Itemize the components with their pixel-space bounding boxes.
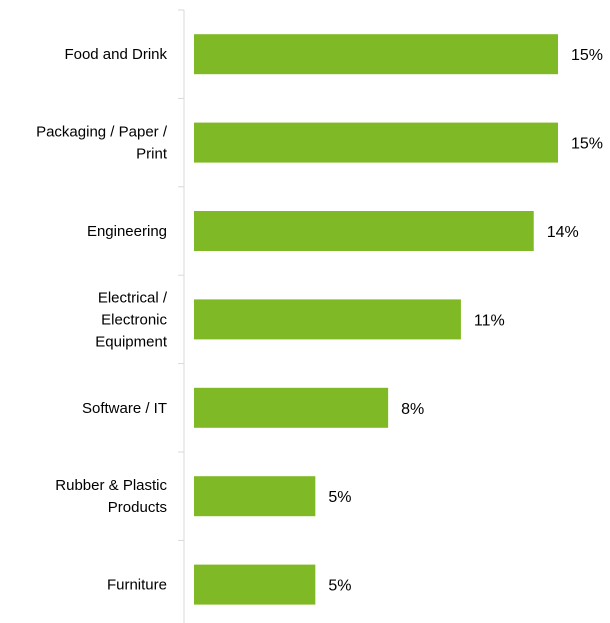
category-label-line: Engineering: [87, 223, 167, 240]
bar: [194, 122, 558, 163]
data-label: 5%: [328, 489, 351, 506]
data-label: 14%: [547, 224, 579, 241]
category-label: Electrical / Electronic Equipment: [95, 289, 168, 350]
category-label-line: Electrical /: [98, 289, 168, 306]
category-label-line: Electronic: [101, 311, 167, 328]
category-label-line: Print: [136, 146, 168, 163]
axis-ticks: [178, 9, 184, 541]
category-label-line: Equipment: [95, 333, 168, 350]
category-label: Rubber & Plastic Products: [55, 477, 167, 516]
category-label: Food and Drink: [64, 46, 167, 63]
data-label: 8%: [401, 401, 424, 418]
bar: [194, 299, 461, 340]
category-label-line: Food and Drink: [64, 46, 167, 63]
bar: [194, 564, 316, 605]
category-label: Furniture: [107, 577, 167, 594]
bar: [194, 211, 534, 251]
category-label: Software / IT: [82, 400, 167, 417]
data-label: 15%: [571, 136, 603, 153]
category-label-line: Furniture: [107, 577, 167, 594]
bar: [194, 476, 316, 517]
category-label-line: Software / IT: [82, 400, 167, 417]
category-label-line: Products: [108, 499, 167, 516]
category-label-line: Packaging / Paper /: [36, 124, 168, 141]
bar: [194, 387, 389, 428]
bars: [194, 34, 558, 605]
category-label-line: Rubber & Plastic: [55, 477, 167, 494]
value-labels: 15% 15% 14% 11% 8% 5% 5%: [328, 47, 603, 594]
data-label: 5%: [328, 578, 351, 595]
data-label: 15%: [571, 47, 603, 64]
category-label: Engineering: [87, 223, 167, 240]
data-label: 11%: [474, 312, 505, 329]
category-label: Packaging / Paper / Print: [36, 124, 168, 163]
category-labels: Food and Drink Packaging / Paper / Print En…: [36, 46, 168, 593]
bar: [194, 34, 558, 75]
